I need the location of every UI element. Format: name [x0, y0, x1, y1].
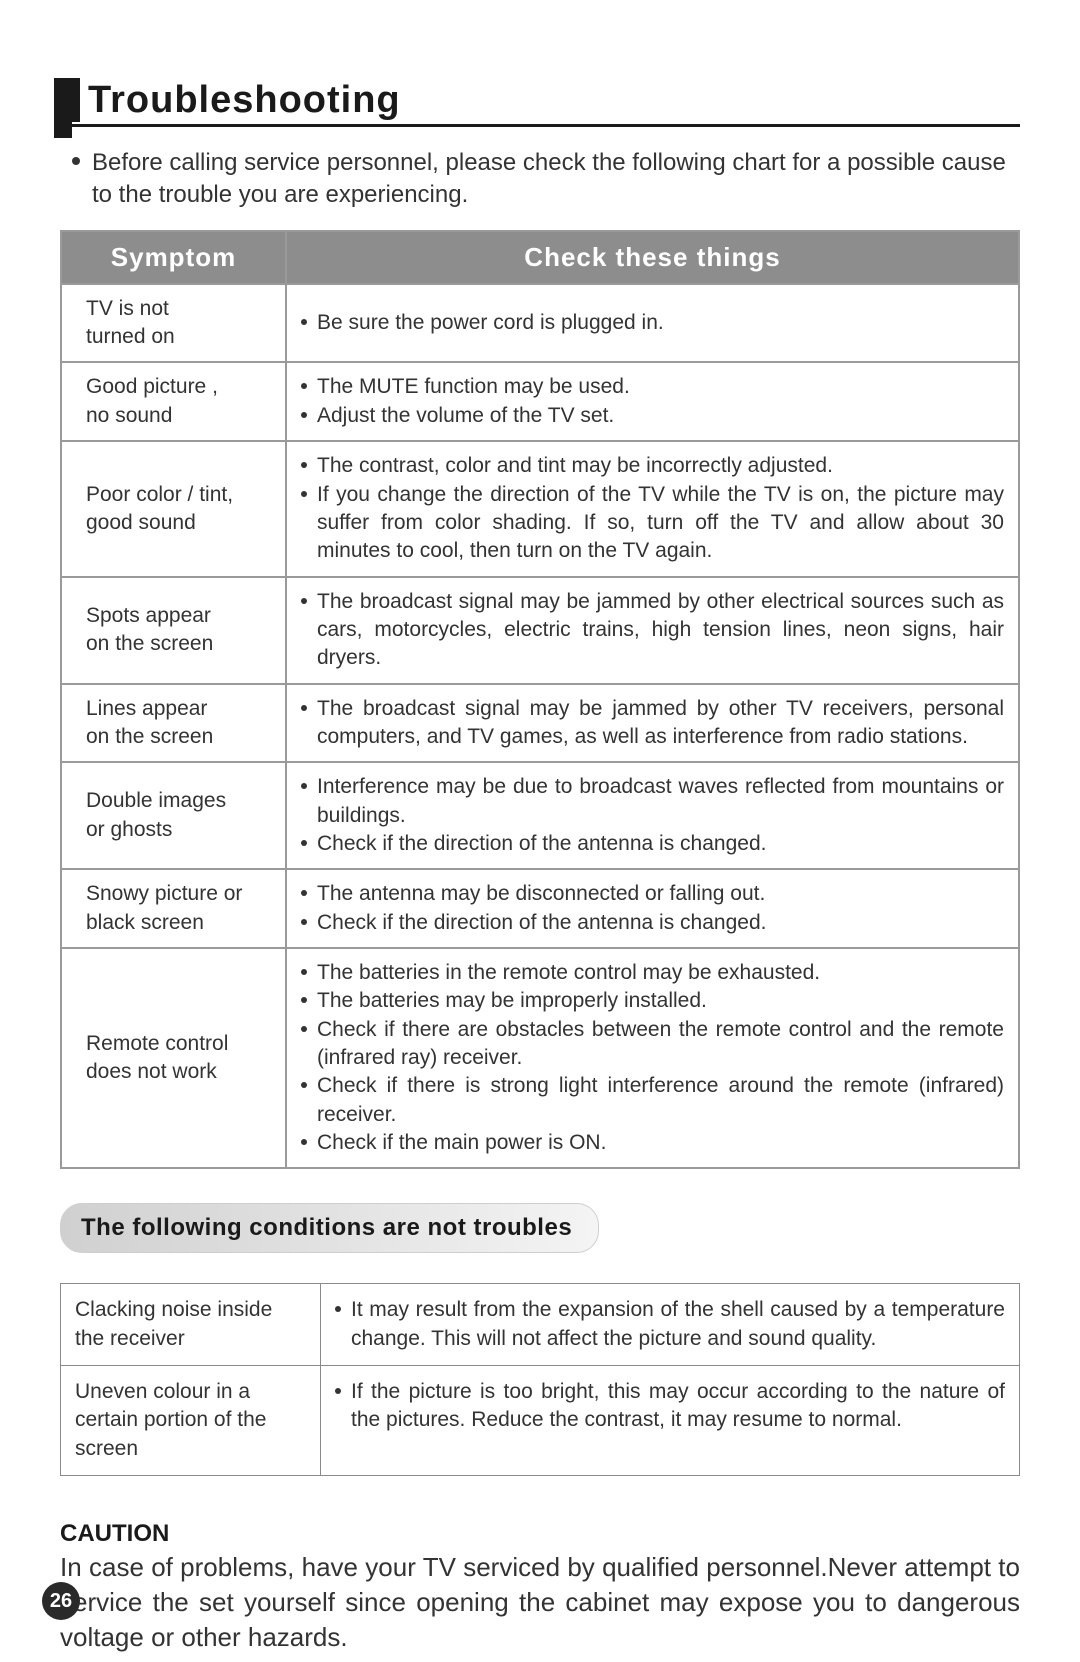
checks-cell: If the picture is too bright, this may o… — [321, 1366, 1020, 1476]
symptom-cell: Good picture ,no sound — [61, 362, 286, 441]
caution-body: In case of problems, have your TV servic… — [60, 1550, 1020, 1655]
symptom-cell: TV is notturned on — [61, 284, 286, 363]
check-item: The broadcast signal may be jammed by ot… — [301, 588, 1004, 673]
table-row: Double imagesor ghosts Interference may b… — [61, 762, 1019, 869]
separator-row: The following conditions are not trouble… — [60, 1203, 1020, 1253]
symptom-cell: Clacking noise inside the receiver — [61, 1284, 321, 1366]
col-header-checks: Check these things — [286, 231, 1019, 284]
checks-cell: The broadcast signal may be jammed by ot… — [286, 577, 1019, 684]
table-row: Poor color / tint,good sound The contrast… — [61, 441, 1019, 576]
check-item: If you change the direction of the TV wh… — [301, 481, 1004, 566]
check-item: The batteries may be improperly installe… — [301, 987, 1004, 1015]
table-row: Clacking noise inside the receiverIt may… — [61, 1284, 1020, 1366]
table-row: Uneven colour in a certain portion of th… — [61, 1366, 1020, 1476]
check-item: Check if the direction of the antenna is… — [301, 830, 1004, 858]
page-number: 26 — [42, 1582, 80, 1620]
symptom-cell: Spots appearon the screen — [61, 577, 286, 684]
checks-cell: Be sure the power cord is plugged in. — [286, 284, 1019, 363]
intro-text: Before calling service personnel, please… — [92, 147, 1020, 212]
check-item: Check if there is strong light interfere… — [301, 1072, 1004, 1129]
bullet-icon — [72, 157, 80, 165]
check-item: If the picture is too bright, this may o… — [335, 1378, 1005, 1435]
table-row: Lines appearon the screen The broadcast s… — [61, 684, 1019, 763]
caution-heading: CAUTION — [60, 1520, 1020, 1548]
col-header-symptom: Symptom — [61, 231, 286, 284]
not-troubles-table: Clacking noise inside the receiverIt may… — [60, 1283, 1020, 1476]
checks-cell: The contrast, color and tint may be inco… — [286, 441, 1019, 576]
symptom-cell: Snowy picture orblack screen — [61, 869, 286, 948]
symptom-cell: Poor color / tint,good sound — [61, 441, 286, 576]
symptom-cell: Remote controldoes not work — [61, 948, 286, 1168]
check-item: Check if the main power is ON. — [301, 1129, 1004, 1157]
check-item: Check if there are obstacles between the… — [301, 1016, 1004, 1073]
check-item: The broadcast signal may be jammed by ot… — [301, 695, 1004, 752]
checks-cell: It may result from the expansion of the … — [321, 1284, 1020, 1366]
check-item: The contrast, color and tint may be inco… — [301, 452, 1004, 480]
title-row: Troubleshooting — [60, 78, 1020, 122]
table-row: Spots appearon the screenThe broadcast s… — [61, 577, 1019, 684]
table-row: Good picture ,no soundThe MUTE function … — [61, 362, 1019, 441]
check-item: Interference may be due to broadcast wav… — [301, 773, 1004, 830]
check-item: The batteries in the remote control may … — [301, 959, 1004, 987]
symptom-cell: Lines appearon the screen — [61, 684, 286, 763]
table-row: Remote controldoes not work The batteries… — [61, 948, 1019, 1168]
checks-cell: The antenna may be disconnected or falli… — [286, 869, 1019, 948]
checks-cell: Interference may be due to broadcast wav… — [286, 762, 1019, 869]
page-top-notch — [54, 78, 72, 138]
troubleshooting-table: Symptom Check these things TV is notturn… — [60, 230, 1020, 1170]
caution-block: CAUTION In case of problems, have your T… — [60, 1520, 1020, 1655]
checks-cell: The batteries in the remote control may … — [286, 948, 1019, 1168]
intro-row: Before calling service personnel, please… — [72, 147, 1020, 212]
check-item: The MUTE function may be used. — [301, 373, 1004, 401]
separator-pill: The following conditions are not trouble… — [60, 1203, 599, 1253]
check-item: Check if the direction of the antenna is… — [301, 909, 1004, 937]
page-content: Troubleshooting Before calling service p… — [0, 78, 1080, 1655]
check-item: The antenna may be disconnected or falli… — [301, 880, 1004, 908]
title-underline — [60, 124, 1020, 127]
symptom-cell: Double imagesor ghosts — [61, 762, 286, 869]
check-item: It may result from the expansion of the … — [335, 1296, 1005, 1353]
checks-cell: The broadcast signal may be jammed by ot… — [286, 684, 1019, 763]
symptom-cell: Uneven colour in a certain portion of th… — [61, 1366, 321, 1476]
check-item: Be sure the power cord is plugged in. — [301, 309, 1004, 337]
page-title: Troubleshooting — [88, 79, 401, 122]
checks-cell: The MUTE function may be used.Adjust the… — [286, 362, 1019, 441]
table-row: TV is notturned on Be sure the power cord… — [61, 284, 1019, 363]
table-row: Snowy picture orblack screen The antenna … — [61, 869, 1019, 948]
check-item: Adjust the volume of the TV set. — [301, 402, 1004, 430]
